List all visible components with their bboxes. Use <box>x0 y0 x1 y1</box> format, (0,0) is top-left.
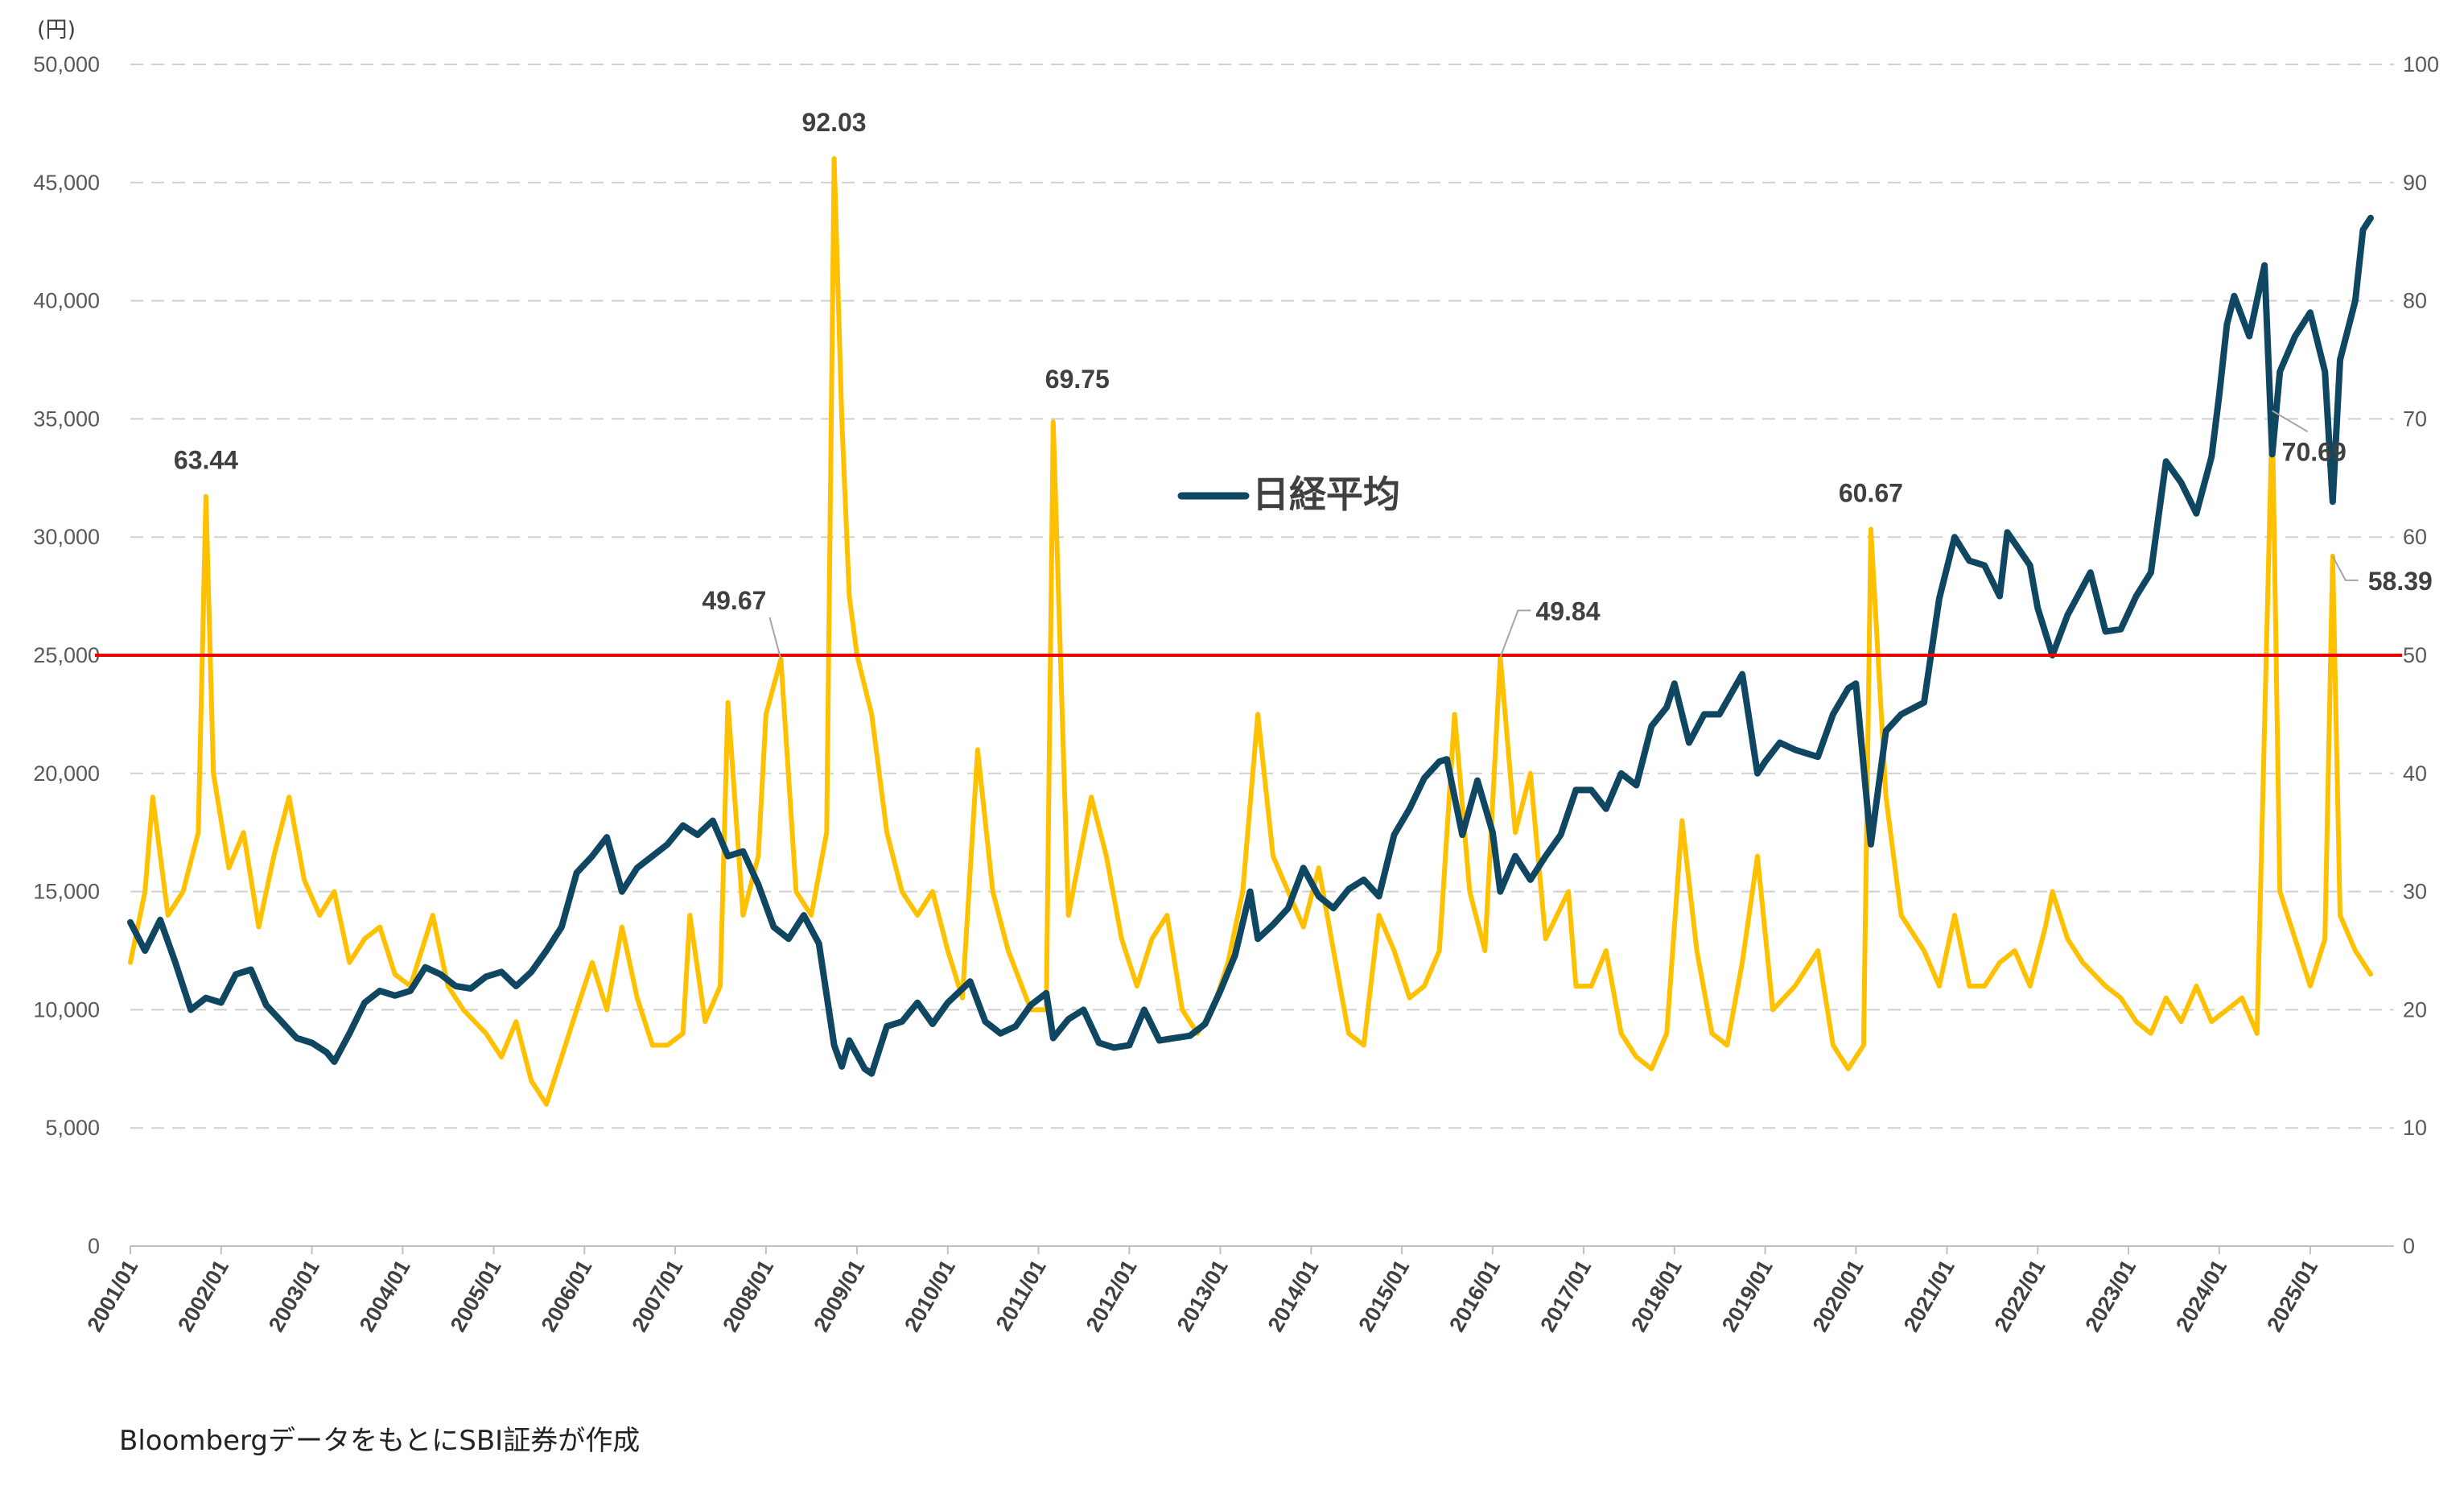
x-tick-label: 2015/01 <box>1354 1256 1414 1336</box>
x-tick-label: 2017/01 <box>1535 1256 1596 1336</box>
x-tick-label: 2006/01 <box>537 1256 597 1336</box>
right-tick-label: 40 <box>2403 762 2427 786</box>
right-tick-label: 0 <box>2403 1234 2415 1258</box>
series-layer <box>127 156 2374 1107</box>
x-tick-label: 2014/01 <box>1263 1256 1324 1336</box>
legend-label-nikkei: 日経平均 <box>1252 473 1400 516</box>
right-tick-label: 100 <box>2403 52 2439 76</box>
left-tick-label: 50,000 <box>33 52 100 76</box>
left-tick-label: 20,000 <box>33 762 100 786</box>
left-tick-label: 45,000 <box>33 171 100 195</box>
right-tick-label: 50 <box>2403 643 2427 667</box>
annotation-leader <box>2272 410 2309 433</box>
series-line-volatility <box>128 156 2373 1107</box>
annotation-label: 69.75 <box>1045 365 1110 394</box>
left-tick-label: 0 <box>88 1234 100 1258</box>
right-tick-label: 20 <box>2403 997 2427 1022</box>
right-axis-ticks: 0 10 20 30 40 50 60 70 80 90 100 <box>2403 52 2439 1258</box>
x-tick-label: 2021/01 <box>1899 1256 1959 1336</box>
left-tick-label: 5,000 <box>45 1116 100 1140</box>
annotation-label: 63.44 <box>174 446 238 475</box>
legend: 日経平均 <box>1177 473 1400 516</box>
left-tick-label: 40,000 <box>33 289 100 313</box>
x-tick-label: 2010/01 <box>900 1256 960 1336</box>
x-tick-label: 2004/01 <box>355 1256 415 1336</box>
right-tick-label: 60 <box>2403 525 2427 549</box>
annotation-label: 49.67 <box>702 586 766 615</box>
right-tick-label: 30 <box>2403 880 2427 904</box>
x-tick-label: 2016/01 <box>1444 1256 1505 1336</box>
annotation-label: 70.69 <box>2282 437 2347 466</box>
left-tick-label: 30,000 <box>33 525 100 549</box>
annotation-leader <box>768 617 782 660</box>
left-tick-label: 35,000 <box>33 407 100 431</box>
annotation-label: 58.39 <box>2368 567 2433 596</box>
right-tick-label: 80 <box>2403 289 2427 313</box>
x-tick-label: 2011/01 <box>991 1256 1051 1335</box>
annotation-layer: 63.44 49.67 92.03 69.75 49.84 60.67 70.69 58.39 <box>174 108 2433 660</box>
annotation-leader <box>1499 609 1531 658</box>
x-tick-label: 2020/01 <box>1808 1256 1869 1336</box>
annotation-leader <box>2331 555 2359 581</box>
x-tick-label: 2022/01 <box>1990 1256 2050 1336</box>
x-tick-label: 2007/01 <box>627 1256 687 1336</box>
x-axis-ticks: 2001/01 2002/01 2003/01 2004/01 2005/01 2006/… <box>82 1246 2322 1336</box>
left-axis-ticks: 0 5,000 10,000 15,000 20,000 25,000 30,000 35,0… <box>33 52 100 1258</box>
right-tick-label: 70 <box>2403 407 2427 431</box>
source-note: BloombergデータをもとにSBI証券が作成 <box>119 1425 641 1457</box>
left-axis-unit-label: (円) <box>37 18 76 43</box>
x-tick-label: 2012/01 <box>1082 1256 1142 1336</box>
annotation-label: 92.03 <box>802 108 867 137</box>
x-tick-label: 2009/01 <box>809 1256 869 1336</box>
series-line-nikkei <box>127 214 2374 1077</box>
left-tick-label: 25,000 <box>33 643 100 667</box>
x-tick-label: 2005/01 <box>446 1256 506 1336</box>
x-tick-label: 2025/01 <box>2262 1256 2322 1336</box>
x-tick-label: 2001/01 <box>82 1256 142 1336</box>
left-tick-label: 15,000 <box>33 880 100 904</box>
x-tick-label: 2019/01 <box>1717 1256 1778 1336</box>
right-tick-label: 10 <box>2403 1116 2427 1140</box>
x-tick-label: 2024/01 <box>2171 1256 2231 1336</box>
right-tick-label: 90 <box>2403 171 2427 195</box>
annotation-label: 60.67 <box>1839 478 1903 507</box>
annotation-label: 49.84 <box>1535 596 1600 625</box>
x-tick-label: 2002/01 <box>173 1256 233 1336</box>
x-tick-label: 2013/01 <box>1172 1256 1233 1336</box>
left-tick-label: 10,000 <box>33 997 100 1022</box>
x-tick-label: 2003/01 <box>264 1256 324 1336</box>
x-tick-label: 2018/01 <box>1626 1256 1687 1336</box>
x-tick-label: 2008/01 <box>718 1256 778 1336</box>
x-tick-label: 2023/01 <box>2080 1256 2141 1336</box>
